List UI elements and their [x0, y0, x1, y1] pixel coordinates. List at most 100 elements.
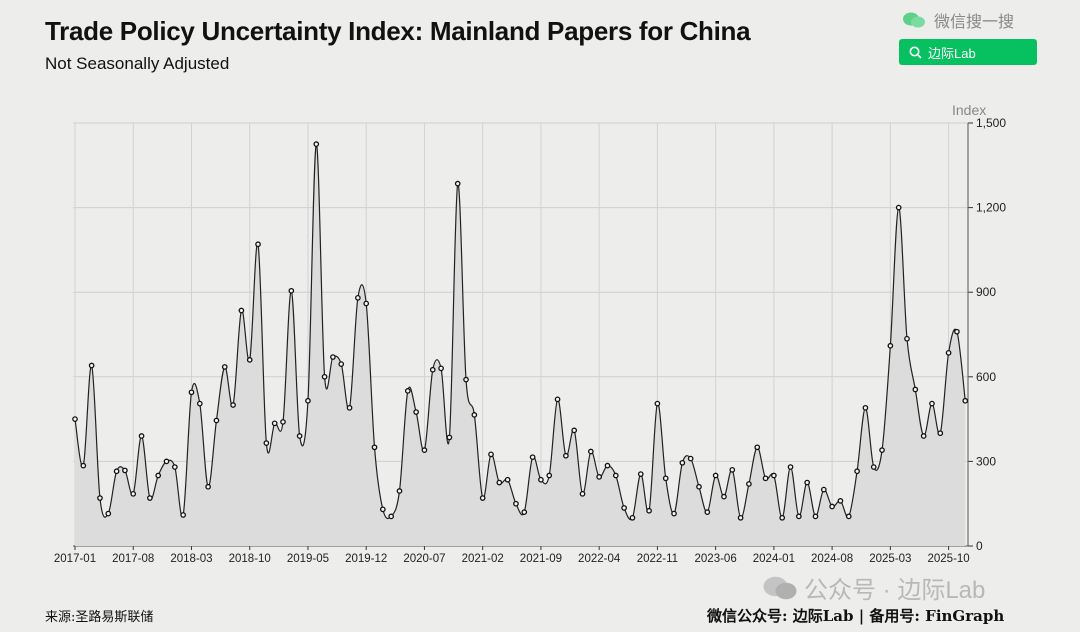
data-point: [879, 447, 885, 453]
data-point: [463, 376, 469, 383]
data-point: [138, 433, 145, 439]
x-tick-label: 2018-10: [229, 553, 271, 565]
data-point: [737, 514, 744, 521]
data-point: [80, 462, 87, 469]
data-point: [854, 468, 860, 475]
x-tick-label: 2017-01: [54, 553, 96, 565]
data-point: [920, 433, 927, 439]
footer-credit: 微信公众号: 边际Lab | 备用号: FinGraph: [707, 607, 1005, 625]
data-point: [870, 464, 877, 470]
data-point: [205, 483, 211, 490]
data-point: [263, 440, 270, 446]
data-point: [72, 416, 78, 422]
data-point: [288, 287, 295, 294]
data-point: [887, 342, 894, 349]
data-point: [862, 404, 869, 411]
series-area: [75, 144, 966, 546]
data-point: [521, 509, 528, 516]
data-point: [696, 483, 702, 490]
data-point: [754, 444, 761, 451]
data-point: [379, 506, 386, 513]
data-point: [845, 513, 852, 520]
data-point: [679, 459, 686, 466]
wechat-search-button[interactable]: 边际Lab: [899, 39, 1037, 65]
data-point: [88, 362, 95, 369]
x-tick-label: 2024-01: [753, 553, 795, 565]
data-point: [529, 454, 536, 461]
data-point: [746, 481, 752, 487]
data-point: [671, 510, 677, 517]
x-tick-label: 2022-04: [578, 553, 621, 565]
data-point: [945, 349, 952, 356]
data-point: [937, 430, 944, 437]
data-point: [280, 419, 286, 425]
data-point: [612, 472, 619, 479]
x-tick-label: 2024-08: [811, 553, 853, 565]
data-point: [904, 335, 910, 342]
x-tick-label: 2017-08: [112, 553, 154, 565]
data-point: [812, 513, 819, 520]
data-point: [895, 204, 902, 211]
data-point: [196, 400, 203, 407]
source-note: 来源:圣路易斯联储: [45, 610, 154, 625]
data-point: [571, 427, 578, 434]
data-point: [779, 514, 786, 521]
x-tick-label: 2019-12: [345, 553, 387, 565]
data-point: [438, 365, 444, 372]
y-tick-label: 300: [976, 454, 996, 468]
data-point: [163, 458, 170, 465]
search-icon: [909, 46, 922, 59]
wechat-icon: [903, 12, 925, 28]
data-point: [554, 396, 561, 403]
data-point: [471, 412, 478, 418]
data-point: [962, 397, 969, 404]
data-point: [363, 300, 370, 307]
data-point: [404, 388, 411, 394]
data-point: [662, 475, 669, 482]
data-point: [330, 354, 336, 360]
x-tick-label: 2018-03: [170, 553, 212, 565]
wechat-icon: [763, 576, 797, 599]
x-tick-label: 2020-07: [403, 553, 445, 565]
data-point: [171, 464, 178, 470]
data-point: [538, 476, 544, 483]
data-point: [355, 294, 361, 301]
data-point: [563, 452, 569, 459]
data-point: [313, 141, 320, 147]
data-point: [804, 479, 811, 486]
watermark: 公众号 · 边际Lab: [762, 570, 985, 605]
x-tick-label: 2022-11: [637, 553, 678, 565]
data-point: [704, 509, 711, 516]
data-point: [646, 507, 652, 514]
data-point: [721, 493, 727, 500]
data-point: [122, 467, 128, 474]
data-point: [321, 373, 328, 380]
data-point: [396, 488, 403, 494]
data-point: [346, 404, 353, 411]
x-tick-label: 2021-02: [462, 553, 504, 565]
data-point: [546, 472, 553, 479]
data-point: [513, 500, 519, 507]
data-point: [771, 472, 777, 479]
data-point: [255, 241, 261, 248]
x-tick-label: 2019-05: [287, 553, 329, 565]
data-point: [496, 479, 503, 486]
y-tick-label: 600: [976, 370, 996, 384]
data-point: [180, 512, 187, 518]
data-point: [820, 486, 827, 493]
data-point: [388, 513, 395, 520]
data-point: [912, 386, 919, 393]
data-point: [338, 361, 345, 367]
data-point: [155, 472, 162, 479]
data-point: [147, 495, 153, 501]
data-point: [296, 433, 303, 439]
data-point: [413, 409, 419, 415]
data-point: [787, 464, 794, 470]
data-point: [429, 366, 436, 373]
data-point: [213, 417, 220, 424]
data-point: [271, 420, 278, 427]
y-tick-label: 1,200: [976, 201, 1006, 215]
data-point: [587, 448, 594, 455]
data-point: [371, 444, 378, 451]
